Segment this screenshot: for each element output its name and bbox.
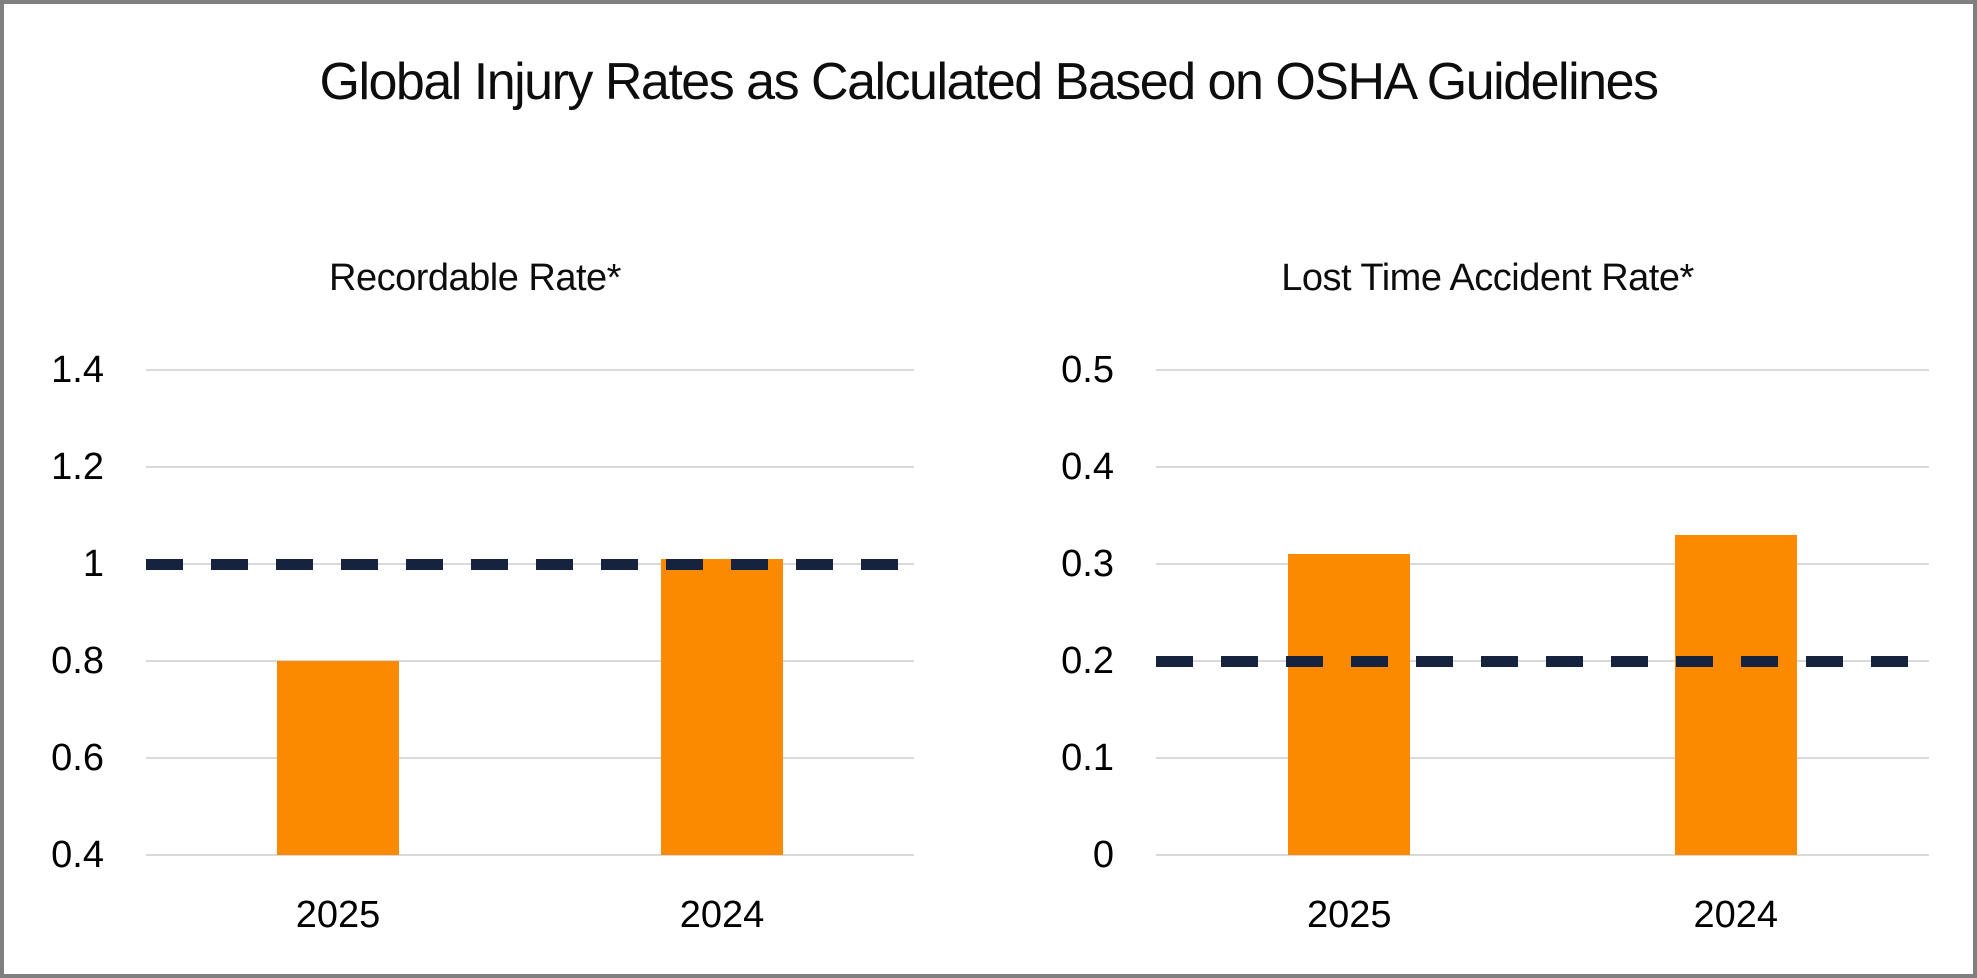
- gridline: [1156, 757, 1929, 759]
- y-axis-tick-label: 0.8: [51, 640, 104, 682]
- gridline: [146, 660, 914, 662]
- plot-area-lost-time-accident-rate: 0.5 0.4 0.3 0.2 0.1 0 2025 2024: [1061, 349, 1929, 936]
- gridline: [146, 466, 914, 468]
- y-axis-tick-label: 0.4: [51, 834, 104, 876]
- main-title: Global Injury Rates as Calculated Based …: [319, 53, 1660, 111]
- dashed-target-line: [146, 559, 914, 570]
- y-axis-tick-label: 0.3: [1061, 543, 1114, 585]
- gridline: [146, 757, 914, 759]
- gridline: [1156, 563, 1929, 565]
- y-axis-tick-label: 1: [82, 543, 104, 585]
- y-axis-tick-label: 0.4: [1061, 446, 1114, 488]
- x-axis-category-label: 2024: [679, 894, 765, 936]
- y-axis-tick-label: 1.4: [51, 349, 104, 391]
- gridline: [146, 854, 914, 856]
- plot-area-recordable-rate: 1.4 1.2 1 0.8 0.6 0.4 2025 2024: [51, 349, 914, 936]
- y-axis-tick-label: 0.6: [51, 737, 104, 779]
- chart-title-recordable-rate: Recordable Rate*: [329, 257, 621, 299]
- dashed-target-line: [1156, 656, 1929, 667]
- y-axis-tick-label: 1.2: [51, 446, 104, 488]
- chart-title-lost-time-accident-rate: Lost Time Accident Rate*: [1281, 257, 1694, 299]
- y-axis-tick-label: 0.2: [1061, 640, 1114, 682]
- x-axis-category-label: 2024: [1693, 894, 1779, 936]
- gridline: [146, 369, 914, 371]
- bar-2024: [661, 559, 783, 855]
- x-axis-category-label: 2025: [295, 894, 381, 936]
- bar-2025: [1288, 554, 1411, 855]
- bar-2025: [277, 661, 399, 855]
- gridline: [1156, 854, 1929, 856]
- gridline: [1156, 369, 1929, 371]
- y-axis-tick-label: 0.1: [1061, 737, 1114, 779]
- gridline: [1156, 466, 1929, 468]
- bar-2024: [1674, 534, 1797, 855]
- y-axis-tick-label: 0: [1092, 834, 1114, 876]
- y-axis-tick-label: 0.5: [1061, 349, 1114, 391]
- x-axis-category-label: 2025: [1306, 894, 1392, 936]
